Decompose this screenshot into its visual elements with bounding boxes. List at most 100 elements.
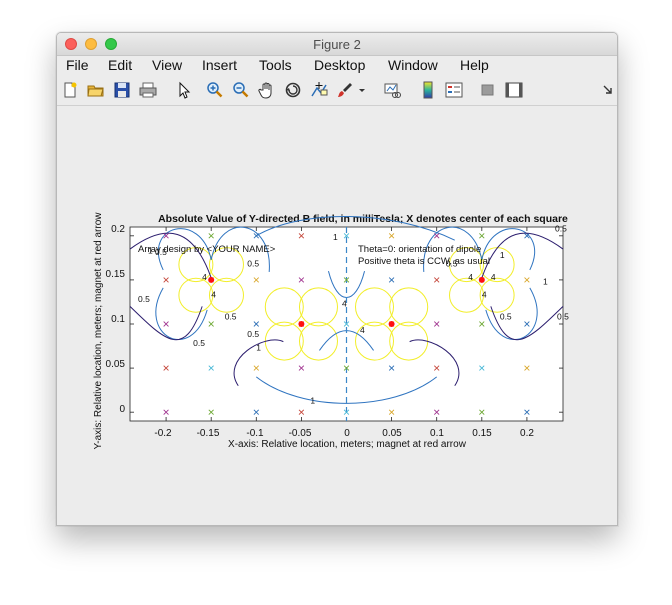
- colorbar-icon[interactable]: [419, 81, 437, 99]
- close-window-button[interactable]: [65, 38, 77, 50]
- contour-level-4: [449, 247, 485, 283]
- contour-label: 0.5: [555, 223, 567, 233]
- contour-level-0_5: [129, 232, 212, 279]
- contour-label: 1: [543, 276, 548, 286]
- magnet-marker: [478, 276, 485, 283]
- contour-level-4: [178, 277, 214, 313]
- contour-level-1: [255, 376, 438, 404]
- square-center-marker: [479, 409, 485, 415]
- contour-label: 4: [482, 290, 487, 300]
- square-center-marker: [163, 321, 169, 327]
- minimize-window-button[interactable]: [85, 38, 97, 50]
- figure-toolbar: [57, 77, 617, 106]
- menu-view[interactable]: View: [152, 57, 183, 73]
- y-tick-label: 0: [119, 404, 125, 415]
- contour-level-4: [264, 287, 304, 327]
- x-tick-label: 0.15: [472, 428, 492, 439]
- link-plot-icon[interactable]: [383, 81, 401, 99]
- contour-level-0_5: [481, 232, 564, 279]
- annotation-right-line2: Positive theta is CCW, as usual: [358, 256, 490, 267]
- square-center-marker: [343, 233, 350, 239]
- contour-label: 0.5: [247, 329, 259, 339]
- contour-level-4: [208, 247, 244, 283]
- contour-label: 1: [256, 342, 261, 352]
- square-center-marker: [388, 277, 395, 283]
- pan-hand-icon[interactable]: [258, 81, 276, 99]
- square-center-marker: [163, 233, 169, 239]
- square-center-marker: [208, 321, 214, 327]
- x-tick-label: -0.2: [154, 428, 172, 439]
- contour-level-4: [355, 287, 395, 327]
- menu-tools[interactable]: Tools: [259, 57, 292, 73]
- contour-label: 4: [211, 290, 216, 300]
- plot-title: Absolute Value of Y-directed B field, in…: [158, 213, 568, 225]
- x-tick-label: -0.15: [197, 428, 220, 439]
- menu-window[interactable]: Window: [388, 57, 438, 73]
- magnet-marker: [298, 321, 305, 327]
- square-center-marker: [343, 365, 350, 371]
- contour-level-0_5: [409, 339, 460, 387]
- contour-level-4: [355, 321, 395, 361]
- contour-level-1: [157, 226, 270, 272]
- x-axis-label: X-axis: Relative location, meters; magne…: [228, 439, 467, 450]
- title-bar: Figure 2: [57, 33, 617, 56]
- contour-level-1: [485, 287, 538, 340]
- square-center-marker: [298, 277, 305, 283]
- square-center-marker: [298, 233, 305, 239]
- x-tick-label: 0.05: [382, 428, 402, 439]
- contour-level-1: [256, 216, 455, 241]
- square-center-marker: [253, 321, 260, 327]
- contour-level-4: [389, 287, 429, 327]
- legend-icon[interactable]: [445, 81, 463, 99]
- menu-file[interactable]: File: [66, 57, 89, 73]
- dock-arrow-icon[interactable]: [602, 81, 614, 99]
- menu-insert[interactable]: Insert: [202, 57, 238, 73]
- brush-icon[interactable]: [336, 81, 354, 99]
- show-plot-tools-icon[interactable]: [505, 81, 523, 99]
- square-center-marker: [524, 365, 530, 371]
- magnet-marker: [208, 276, 215, 283]
- contour-level-4: [298, 287, 338, 327]
- zoom-out-icon[interactable]: [232, 81, 250, 99]
- contour-label: 0.5: [138, 294, 150, 304]
- contour-label: 4: [342, 298, 347, 308]
- zoom-in-icon[interactable]: [206, 81, 224, 99]
- contour-label: 0.5: [155, 247, 167, 257]
- square-center-marker: [479, 365, 485, 371]
- rotate-3d-icon[interactable]: [284, 81, 302, 99]
- square-center-marker: [253, 409, 260, 415]
- new-figure-icon[interactable]: [61, 81, 79, 99]
- menu-help[interactable]: Help: [460, 57, 489, 73]
- square-center-marker: [253, 233, 260, 239]
- square-center-marker: [343, 277, 350, 283]
- window-title: Figure 2: [313, 37, 361, 52]
- square-center-marker: [163, 277, 169, 283]
- maximize-window-button[interactable]: [105, 38, 117, 50]
- contour-level-0_5: [129, 306, 203, 341]
- y-tick-label: 0.2: [111, 224, 125, 235]
- square-center-marker: [433, 321, 440, 327]
- contour-label: 4: [360, 325, 365, 335]
- hide-plot-tools-icon[interactable]: [479, 81, 497, 99]
- save-icon[interactable]: [113, 81, 131, 99]
- open-file-icon[interactable]: [87, 81, 105, 99]
- contour-level-1: [155, 287, 208, 340]
- contour-label: 0.5: [193, 338, 205, 348]
- menu-edit[interactable]: Edit: [108, 57, 133, 73]
- square-center-marker: [479, 233, 485, 239]
- print-icon[interactable]: [139, 81, 157, 99]
- square-center-marker: [433, 277, 440, 283]
- data-cursor-icon[interactable]: [310, 81, 328, 99]
- figure-window: Figure 2 File Edit View Insert Tools Des…: [56, 32, 618, 526]
- contour-label: 1: [333, 232, 338, 242]
- square-center-marker: [433, 365, 440, 371]
- square-center-marker: [388, 365, 395, 371]
- pointer-icon[interactable]: [175, 81, 193, 99]
- y-axis-label: Y-axis: Relative location, meters; magne…: [93, 212, 104, 450]
- contour-level-4: [449, 277, 485, 313]
- square-center-marker: [163, 409, 169, 415]
- menu-desktop[interactable]: Desktop: [314, 57, 366, 73]
- brush-dropdown-icon[interactable]: [357, 81, 367, 99]
- figure-svg[interactable]: Absolute Value of Y-directed B field, in…: [57, 106, 617, 525]
- contour-level-0_5: [490, 306, 564, 341]
